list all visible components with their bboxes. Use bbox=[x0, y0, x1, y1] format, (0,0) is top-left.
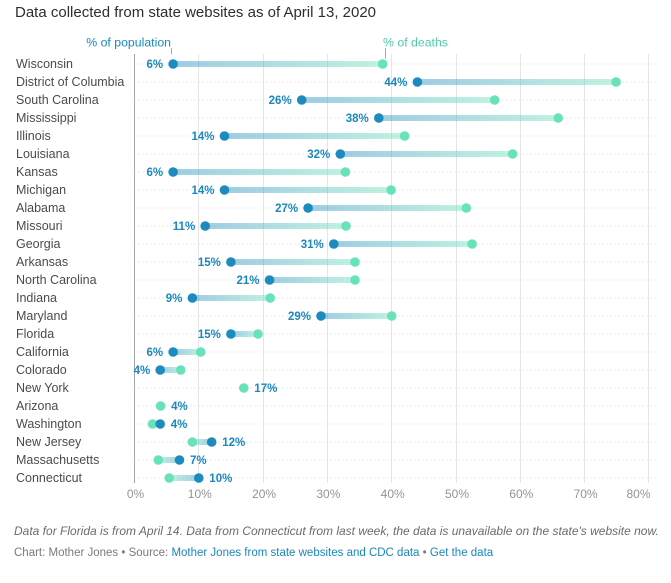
svg-text:Indiana: Indiana bbox=[16, 291, 57, 305]
svg-text:Data collected from state webs: Data collected from state websites as of… bbox=[15, 4, 376, 21]
svg-text:Connecticut: Connecticut bbox=[16, 471, 83, 485]
svg-text:% of deaths: % of deaths bbox=[383, 36, 448, 50]
svg-text:14%: 14% bbox=[191, 185, 214, 197]
svg-text:Maryland: Maryland bbox=[16, 309, 67, 323]
svg-text:6%: 6% bbox=[146, 347, 163, 359]
svg-text:Colorado: Colorado bbox=[16, 363, 67, 377]
svg-text:4%: 4% bbox=[134, 365, 151, 377]
svg-text:31%: 31% bbox=[301, 239, 324, 251]
svg-text:Washington: Washington bbox=[16, 417, 82, 431]
svg-text:Massachusetts: Massachusetts bbox=[16, 453, 99, 467]
svg-text:Mississippi: Mississippi bbox=[16, 111, 76, 125]
svg-text:38%: 38% bbox=[346, 113, 369, 125]
svg-text:North Carolina: North Carolina bbox=[16, 273, 97, 287]
svg-text:Florida: Florida bbox=[16, 327, 54, 341]
svg-text:Alabama: Alabama bbox=[16, 201, 65, 215]
svg-text:Wisconsin: Wisconsin bbox=[16, 57, 73, 71]
svg-text:6%: 6% bbox=[146, 59, 163, 71]
svg-text:30%: 30% bbox=[316, 487, 340, 501]
svg-text:South Carolina: South Carolina bbox=[16, 93, 99, 107]
svg-text:Louisiana: Louisiana bbox=[16, 147, 70, 161]
svg-text:40%: 40% bbox=[381, 487, 405, 501]
svg-text:California: California bbox=[16, 345, 69, 359]
svg-text:32%: 32% bbox=[307, 149, 330, 161]
svg-text:9%: 9% bbox=[166, 293, 183, 305]
svg-text:Chart: Mother Jones • Source:: Chart: Mother Jones • Source: Mother Jon… bbox=[14, 547, 494, 559]
svg-text:Missouri: Missouri bbox=[16, 219, 63, 233]
svg-text:6%: 6% bbox=[146, 167, 163, 179]
svg-text:21%: 21% bbox=[236, 275, 259, 287]
svg-text:27%: 27% bbox=[275, 203, 298, 215]
svg-text:15%: 15% bbox=[198, 257, 221, 269]
svg-text:District of Columbia: District of Columbia bbox=[16, 75, 124, 89]
svg-text:New York: New York bbox=[16, 381, 70, 395]
svg-text:4%: 4% bbox=[171, 419, 188, 431]
svg-text:7%: 7% bbox=[190, 455, 207, 467]
svg-text:11%: 11% bbox=[173, 221, 195, 233]
svg-text:Illinois: Illinois bbox=[16, 129, 51, 143]
svg-text:20%: 20% bbox=[252, 487, 276, 501]
svg-text:29%: 29% bbox=[288, 311, 311, 323]
svg-text:4%: 4% bbox=[171, 401, 188, 413]
svg-text:15%: 15% bbox=[198, 329, 221, 341]
svg-text:12%: 12% bbox=[222, 437, 245, 449]
svg-text:70%: 70% bbox=[574, 487, 598, 501]
svg-text:Arkansas: Arkansas bbox=[16, 255, 68, 269]
svg-text:26%: 26% bbox=[269, 95, 292, 107]
svg-text:% of population: % of population bbox=[86, 36, 171, 50]
svg-text:50%: 50% bbox=[445, 487, 469, 501]
svg-text:Arizona: Arizona bbox=[16, 399, 58, 413]
svg-text:80%: 80% bbox=[626, 487, 650, 501]
svg-text:14%: 14% bbox=[191, 131, 214, 143]
svg-text:Data for Florida is from April: Data for Florida is from April 14. Data … bbox=[14, 524, 659, 538]
svg-text:Michigan: Michigan bbox=[16, 183, 66, 197]
svg-text:17%: 17% bbox=[254, 383, 277, 395]
svg-text:Kansas: Kansas bbox=[16, 165, 58, 179]
svg-text:60%: 60% bbox=[509, 487, 533, 501]
svg-text:0%: 0% bbox=[127, 487, 145, 501]
svg-text:New Jersey: New Jersey bbox=[16, 435, 82, 449]
svg-text:10%: 10% bbox=[188, 487, 212, 501]
svg-text:10%: 10% bbox=[209, 473, 232, 485]
svg-text:44%: 44% bbox=[384, 77, 407, 89]
svg-text:Georgia: Georgia bbox=[16, 237, 61, 251]
